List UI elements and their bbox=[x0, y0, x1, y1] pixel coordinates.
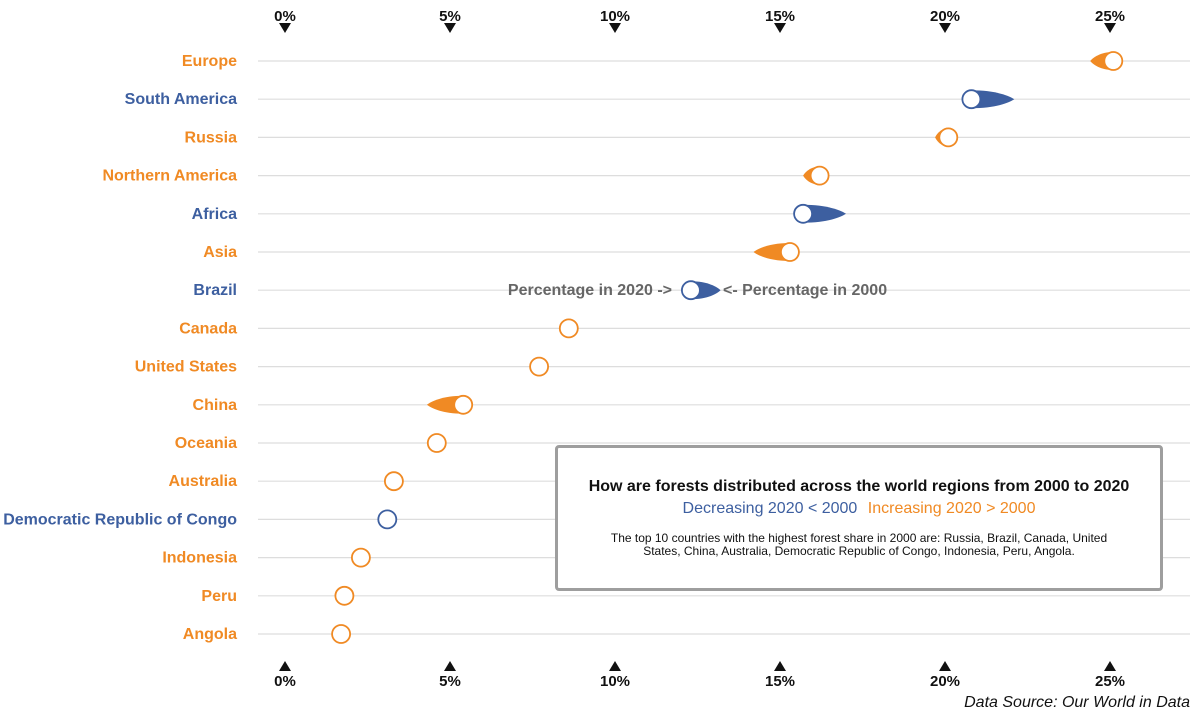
dumbbell-point-2020 bbox=[938, 127, 959, 148]
tick-marker-up bbox=[609, 661, 621, 671]
category-label: Canada bbox=[179, 320, 237, 337]
dumbbell-point-2020 bbox=[453, 394, 474, 415]
tick-marker-down bbox=[444, 23, 456, 33]
category-label: Northern America bbox=[102, 168, 237, 185]
tick-marker-down bbox=[609, 23, 621, 33]
x-tick-label: 15% bbox=[765, 673, 795, 690]
category-label: Russia bbox=[185, 129, 238, 146]
category-label: Europe bbox=[182, 53, 237, 70]
chart-title: How are forests distributed across the w… bbox=[588, 478, 1130, 495]
legend-increasing: Increasing 2020 > 2000 bbox=[867, 500, 1036, 517]
dumbbell-tail-2000 bbox=[803, 204, 846, 223]
dumbbell-point-2020 bbox=[793, 203, 813, 224]
tick-marker-down bbox=[1104, 23, 1116, 33]
x-tick-label: 0% bbox=[274, 8, 296, 25]
dumbbell-point-2020 bbox=[383, 471, 404, 492]
tick-marker-down bbox=[939, 23, 951, 33]
x-tick-label: 0% bbox=[274, 673, 296, 690]
chart-info-box: How are forests distributed across the w… bbox=[555, 445, 1163, 591]
dumbbell-point-2020 bbox=[681, 280, 701, 301]
category-label: Australia bbox=[169, 473, 238, 490]
category-label: Oceania bbox=[175, 435, 237, 452]
annotation-percentage-2000: <- Percentage in 2000 bbox=[723, 282, 887, 299]
x-tick-label: 10% bbox=[600, 8, 630, 25]
dumbbell-tail-2000 bbox=[971, 90, 1015, 109]
dumbbell-point-2020 bbox=[350, 547, 371, 568]
category-label: China bbox=[193, 397, 238, 414]
dumbbell-point-2020 bbox=[809, 165, 830, 186]
category-label: United States bbox=[135, 359, 237, 376]
dumbbell-point-2020 bbox=[377, 509, 398, 530]
x-tick-label: 25% bbox=[1095, 673, 1125, 690]
category-label: Angola bbox=[183, 626, 237, 643]
dumbbell-point-2020 bbox=[334, 585, 355, 606]
dumbbell-point-2020 bbox=[558, 318, 579, 339]
x-tick-label: 25% bbox=[1095, 8, 1125, 25]
data-source: Data Source: Our World in Data bbox=[964, 694, 1190, 711]
x-tick-label: 20% bbox=[930, 673, 960, 690]
dumbbell-point-2020 bbox=[1103, 51, 1124, 71]
tick-marker-up bbox=[939, 661, 951, 671]
x-tick-label: 15% bbox=[765, 8, 795, 25]
tick-marker-up bbox=[774, 661, 786, 671]
category-label: Indonesia bbox=[162, 550, 237, 567]
tick-marker-up bbox=[444, 661, 456, 671]
dumbbell-marks bbox=[331, 51, 1124, 644]
dumbbell-point-2020 bbox=[780, 242, 800, 262]
x-tick-label: 10% bbox=[600, 673, 630, 690]
dumbbell-tail-2000 bbox=[426, 395, 464, 414]
category-labels: Europe South America Russia Northern Americ… bbox=[3, 53, 237, 643]
category-label: Democratic Republic of Congo bbox=[3, 511, 237, 528]
annotation-percentage-2020: Percentage in 2020 -> bbox=[508, 282, 672, 299]
x-axis-bottom: 0% 5% 10% 15% 20% 25% bbox=[274, 661, 1125, 690]
dumbbell-point-2020 bbox=[331, 624, 352, 644]
category-label: South America bbox=[125, 91, 237, 108]
tick-marker-down bbox=[774, 23, 786, 33]
tick-marker-down bbox=[279, 23, 291, 33]
category-label: Peru bbox=[201, 588, 237, 605]
tick-marker-up bbox=[1104, 661, 1116, 671]
x-tick-label: 20% bbox=[930, 8, 960, 25]
category-label: Africa bbox=[192, 206, 237, 223]
dumbbell-tail-2000 bbox=[753, 243, 790, 261]
chart-legend: Decreasing 2020 < 2000 Increasing 2020 >… bbox=[558, 500, 1160, 518]
dumbbell-point-2020 bbox=[529, 356, 549, 377]
category-label: Brazil bbox=[193, 282, 237, 299]
x-tick-label: 5% bbox=[439, 8, 461, 25]
x-axis-top: 0% 5% 10% 15% 20% 25% bbox=[274, 8, 1125, 33]
legend-decreasing: Decreasing 2020 < 2000 bbox=[682, 500, 858, 517]
dumbbell-point-2020 bbox=[961, 89, 982, 110]
x-tick-label: 5% bbox=[439, 673, 461, 690]
dumbbell-point-2020 bbox=[426, 433, 447, 453]
category-label: Asia bbox=[203, 244, 237, 261]
chart-note: The top 10 countries with the highest fo… bbox=[610, 531, 1108, 558]
tick-marker-up bbox=[279, 661, 291, 671]
